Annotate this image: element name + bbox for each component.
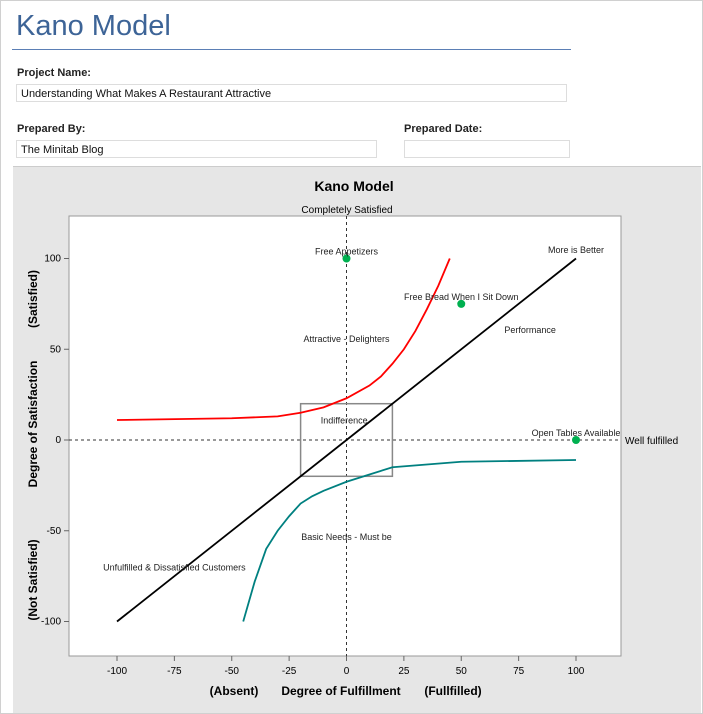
- page-title: Kano Model: [16, 10, 171, 42]
- top-label: Completely Satisfied: [301, 205, 392, 216]
- indifference-box: [299, 402, 394, 478]
- region-annotation: Basic Needs - Must be: [301, 532, 392, 542]
- point-label: Free Bread When I Sit Down: [404, 292, 519, 302]
- x-tick-label: -75: [167, 666, 182, 677]
- region-annotation: Indifference: [321, 416, 368, 426]
- x-tick-label: -25: [282, 666, 297, 677]
- x-tick-label: 25: [398, 666, 410, 677]
- x-tick-label: 75: [513, 666, 525, 677]
- attractive-curve: [116, 258, 451, 421]
- performance-curve: [116, 257, 577, 623]
- x-tick-label: 0: [344, 666, 350, 677]
- x-label-center: Degree of Fulfillment: [281, 684, 400, 698]
- data-point: [572, 436, 580, 444]
- title-divider: [12, 49, 571, 50]
- prepared-by-label: Prepared By:: [17, 123, 86, 135]
- y-label-top: (Satisfied): [26, 270, 40, 328]
- region-annotation: More is Better: [548, 245, 604, 255]
- y-tick-label: 50: [50, 344, 62, 355]
- point-label: Open Tables Available: [532, 428, 621, 438]
- region-annotation: Attractive - Delighters: [303, 334, 390, 344]
- point-label: Free Appetizers: [315, 247, 379, 257]
- x-tick-label: -100: [107, 666, 127, 677]
- chart-title: Kano Model: [314, 178, 393, 194]
- data-point: [457, 299, 466, 308]
- prepared-by-field[interactable]: The Minitab Blog: [16, 140, 377, 158]
- y-tick-label: -50: [47, 526, 62, 537]
- y-tick-label: -100: [41, 617, 61, 628]
- region-annotation: Unfulfilled & Dissatisfied Customers: [103, 563, 246, 573]
- project-name-label: Project Name:: [17, 67, 91, 79]
- right-label: Well fulfilled: [625, 436, 678, 447]
- x-label-right: (Fullfilled): [424, 684, 481, 698]
- y-label-center: Degree of Satisfaction: [26, 361, 40, 488]
- prepared-date-field[interactable]: [404, 140, 570, 158]
- plot-area: [68, 215, 622, 657]
- y-label-bottom: (Not Satisfied): [26, 539, 40, 620]
- region-annotation: Performance: [504, 325, 556, 335]
- x-label-left: (Absent): [210, 684, 259, 698]
- x-tick-label: -50: [225, 666, 240, 677]
- y-tick-label: 0: [55, 435, 61, 446]
- x-tick-label: 100: [568, 666, 585, 677]
- project-name-field[interactable]: Understanding What Makes A Restaurant At…: [16, 84, 567, 102]
- prepared-date-label: Prepared Date:: [404, 123, 483, 135]
- y-tick-label: 100: [44, 254, 61, 265]
- must_be-curve: [242, 459, 577, 622]
- x-tick-label: 50: [456, 666, 468, 677]
- data-point: [342, 254, 351, 263]
